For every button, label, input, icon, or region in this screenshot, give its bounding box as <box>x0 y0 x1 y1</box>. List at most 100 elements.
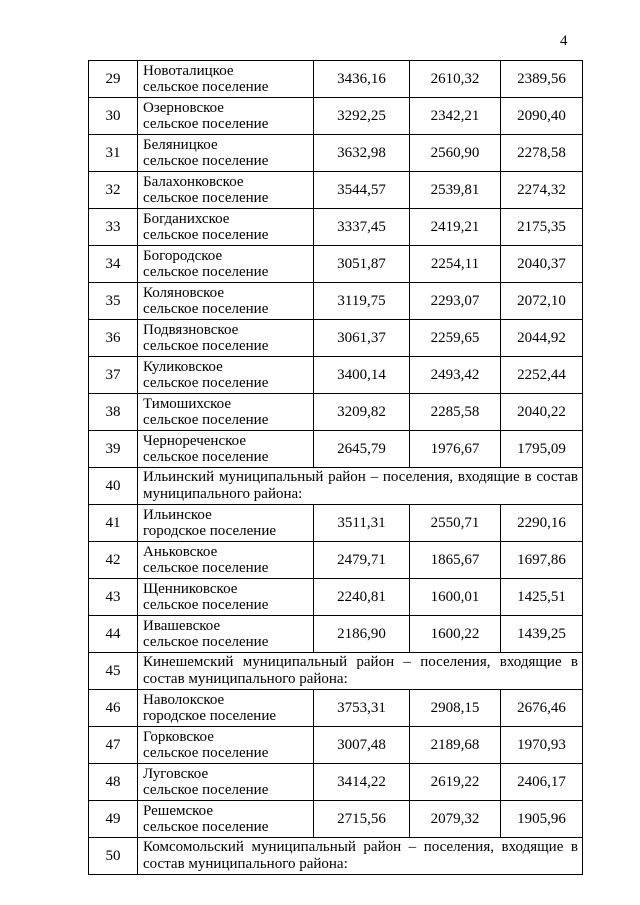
value-cell-v1: 2186,90 <box>313 615 410 653</box>
settlement-name-line1: Ильинское <box>143 506 212 523</box>
value-cell-v3: 1439,25 <box>500 615 583 653</box>
value-cell-v3: 1425,51 <box>500 578 583 616</box>
row-number-cell: 42 <box>88 541 138 579</box>
settlement-name-cell: Богданихское сельское поселение <box>137 208 314 246</box>
table-row: 42 Аньковское сельское поселение 2479,71 186… <box>88 541 583 579</box>
value-cell-v1: 2240,81 <box>313 578 410 616</box>
value-cell-v2: 2560,90 <box>409 134 501 172</box>
row-number-cell: 49 <box>88 800 138 838</box>
value-cell-v3: 2090,40 <box>500 97 583 135</box>
settlement-name-line1: Богородское <box>143 247 223 264</box>
table-row: 50 Комсомольский муниципальный район – по… <box>88 837 583 875</box>
row-number-cell: 43 <box>88 578 138 616</box>
row-number-cell: 35 <box>88 282 138 320</box>
settlement-name-line2: сельское поселение <box>143 116 269 132</box>
value-cell-v1: 3632,98 <box>313 134 410 172</box>
value-cell-v2: 1600,22 <box>409 615 501 653</box>
value-cell-v1: 3209,82 <box>313 393 410 431</box>
row-number-cell: 41 <box>88 504 138 542</box>
table-row: 47 Горковское сельское поселение 3007,48 218… <box>88 726 583 764</box>
settlement-name-line1: Озерновское <box>143 99 224 116</box>
value-cell-v1: 3119,75 <box>313 282 410 320</box>
row-number-cell: 40 <box>88 467 138 505</box>
table-row: 30 Озерновское сельское поселение 3292,25 23… <box>88 97 583 135</box>
value-cell-v2: 1976,67 <box>409 430 501 468</box>
row-number-cell: 46 <box>88 689 138 727</box>
row-number-cell: 30 <box>88 97 138 135</box>
value-cell-v3: 1795,09 <box>500 430 583 468</box>
settlement-name-line2: сельское поселение <box>143 301 269 317</box>
settlement-name-line1: Новоталицкое <box>143 62 234 79</box>
table-row: 39 Чернореченское сельское поселение 2645,7… <box>88 430 583 468</box>
table-row: 32 Балахонковское сельское поселение 3544,5… <box>88 171 583 209</box>
value-cell-v2: 2342,21 <box>409 97 501 135</box>
settlement-name-cell: Ивашевское сельское поселение <box>137 615 314 653</box>
settlement-name-cell: Щенниковское сельское поселение <box>137 578 314 616</box>
settlement-name-line1: Наволокское <box>143 691 225 708</box>
value-cell-v3: 2290,16 <box>500 504 583 542</box>
value-cell-v1: 2715,56 <box>313 800 410 838</box>
settlement-name-cell: Куликовское сельское поселение <box>137 356 314 394</box>
settlement-name-cell: Аньковское сельское поселение <box>137 541 314 579</box>
settlement-name-line1: Куликовское <box>143 358 223 375</box>
value-cell-v3: 2406,17 <box>500 763 583 801</box>
value-cell-v3: 1970,93 <box>500 726 583 764</box>
row-number-cell: 37 <box>88 356 138 394</box>
value-cell-v3: 2040,37 <box>500 245 583 283</box>
settlement-name-line2: сельское поселение <box>143 153 269 169</box>
value-cell-v1: 2645,79 <box>313 430 410 468</box>
settlement-name-cell: Наволокское городское поселение <box>137 689 314 727</box>
row-number-cell: 45 <box>88 652 138 690</box>
table-row: 38 Тимошихское сельское поселение 3209,82 22… <box>88 393 583 431</box>
value-cell-v2: 2619,22 <box>409 763 501 801</box>
value-cell-v1: 3436,16 <box>313 60 410 98</box>
settlements-table-body: 29 Новоталицкое сельское поселение 3436,16 2… <box>88 60 583 875</box>
settlement-name-line2: сельское поселение <box>143 782 269 798</box>
table-row: 44 Ивашевское сельское поселение 2186,90 160… <box>88 615 583 653</box>
settlement-name-line1: Аньковское <box>143 543 218 560</box>
row-number-cell: 32 <box>88 171 138 209</box>
settlement-name-line2: городское поселение <box>143 523 277 539</box>
settlement-name-line2: сельское поселение <box>143 819 269 835</box>
settlement-name-line2: сельское поселение <box>143 560 269 576</box>
table-row: 33 Богданихское сельское поселение 3337,45 2… <box>88 208 583 246</box>
district-header-text: Комсомольский муниципальный район – посе… <box>137 837 583 875</box>
settlements-table: 29 Новоталицкое сельское поселение 3436,16 2… <box>88 60 583 875</box>
table-row: 40 Ильинский муниципальный район – поселе… <box>88 467 583 505</box>
settlement-name-cell: Горковское сельское поселение <box>137 726 314 764</box>
row-number-cell: 38 <box>88 393 138 431</box>
value-cell-v1: 3511,31 <box>313 504 410 542</box>
settlement-name-line1: Решемское <box>143 802 214 819</box>
value-cell-v2: 1865,67 <box>409 541 501 579</box>
settlement-name-line1: Щенниковское <box>143 580 238 597</box>
value-cell-v2: 2254,11 <box>409 245 501 283</box>
table-row: 36 Подвязновское сельское поселение 3061,37… <box>88 319 583 357</box>
settlement-name-line2: сельское поселение <box>143 449 269 465</box>
value-cell-v3: 1905,96 <box>500 800 583 838</box>
value-cell-v1: 2479,71 <box>313 541 410 579</box>
value-cell-v3: 1697,86 <box>500 541 583 579</box>
settlement-name-cell: Богородское сельское поселение <box>137 245 314 283</box>
value-cell-v3: 2040,22 <box>500 393 583 431</box>
row-number-cell: 50 <box>88 837 138 875</box>
row-number-cell: 48 <box>88 763 138 801</box>
settlement-name-line2: сельское поселение <box>143 227 269 243</box>
settlement-name-cell: Озерновское сельское поселение <box>137 97 314 135</box>
value-cell-v3: 2044,92 <box>500 319 583 357</box>
value-cell-v3: 2278,58 <box>500 134 583 172</box>
value-cell-v1: 3337,45 <box>313 208 410 246</box>
district-header-text: Кинешемский муниципальный район – поселе… <box>137 652 583 690</box>
value-cell-v2: 2259,65 <box>409 319 501 357</box>
page-number: 4 <box>560 33 568 49</box>
settlement-name-line2: сельское поселение <box>143 79 269 95</box>
value-cell-v2: 1600,01 <box>409 578 501 616</box>
value-cell-v3: 2389,56 <box>500 60 583 98</box>
row-number-cell: 29 <box>88 60 138 98</box>
settlement-name-cell: Балахонковское сельское поселение <box>137 171 314 209</box>
settlement-name-line1: Беляницкое <box>143 136 218 153</box>
table-row: 46 Наволокское городское поселение 3753,31 2… <box>88 689 583 727</box>
settlement-name-line2: сельское поселение <box>143 190 269 206</box>
settlement-name-cell: Чернореченское сельское поселение <box>137 430 314 468</box>
value-cell-v2: 2293,07 <box>409 282 501 320</box>
